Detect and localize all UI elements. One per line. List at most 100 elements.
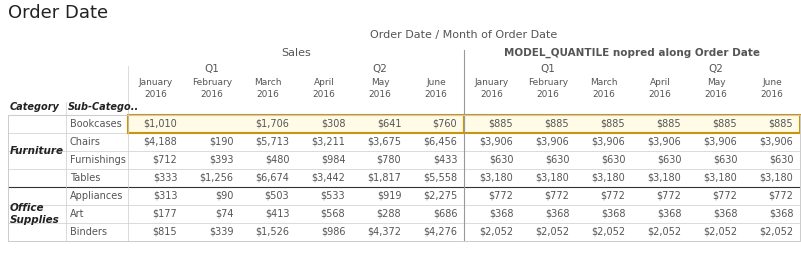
Text: Binders: Binders xyxy=(70,227,107,237)
Text: $686: $686 xyxy=(433,209,457,219)
Text: $5,713: $5,713 xyxy=(256,137,289,147)
Text: $772: $772 xyxy=(712,191,737,201)
Text: May: May xyxy=(371,78,389,87)
Text: $3,906: $3,906 xyxy=(591,137,626,147)
Text: $885: $885 xyxy=(601,119,626,129)
Text: $3,906: $3,906 xyxy=(480,137,513,147)
Text: $1,526: $1,526 xyxy=(256,227,289,237)
Text: Tables: Tables xyxy=(70,173,100,183)
Text: 2016: 2016 xyxy=(368,90,392,99)
Text: $630: $630 xyxy=(713,155,737,165)
Text: $6,456: $6,456 xyxy=(424,137,457,147)
Text: $368: $368 xyxy=(713,209,737,219)
Text: $4,372: $4,372 xyxy=(368,227,401,237)
Text: $5,558: $5,558 xyxy=(423,173,457,183)
Text: $308: $308 xyxy=(320,119,345,129)
Text: 2016: 2016 xyxy=(593,90,615,99)
Text: $2,052: $2,052 xyxy=(479,227,513,237)
Text: $772: $772 xyxy=(601,191,626,201)
Text: $772: $772 xyxy=(489,191,513,201)
Text: Office
Supplies: Office Supplies xyxy=(10,203,60,225)
Text: Q1: Q1 xyxy=(541,64,555,74)
Text: $2,275: $2,275 xyxy=(423,191,457,201)
Text: $313: $313 xyxy=(153,191,177,201)
Text: $3,906: $3,906 xyxy=(703,137,737,147)
Text: $2,052: $2,052 xyxy=(535,227,570,237)
Text: $2,052: $2,052 xyxy=(759,227,793,237)
Text: $568: $568 xyxy=(320,209,345,219)
Text: $3,675: $3,675 xyxy=(368,137,401,147)
Text: $3,180: $3,180 xyxy=(480,173,513,183)
Text: $3,906: $3,906 xyxy=(759,137,793,147)
Text: $630: $630 xyxy=(601,155,626,165)
Text: $885: $885 xyxy=(657,119,682,129)
Text: $772: $772 xyxy=(545,191,570,201)
Text: Furniture: Furniture xyxy=(10,146,64,156)
Bar xyxy=(464,115,800,133)
Text: February: February xyxy=(192,78,232,87)
Text: $885: $885 xyxy=(545,119,570,129)
Text: $4,276: $4,276 xyxy=(423,227,457,237)
Text: $986: $986 xyxy=(320,227,345,237)
Text: $712: $712 xyxy=(152,155,177,165)
Text: $333: $333 xyxy=(153,173,177,183)
Text: 2016: 2016 xyxy=(537,90,559,99)
Text: $339: $339 xyxy=(209,227,233,237)
Text: $2,052: $2,052 xyxy=(591,227,626,237)
Bar xyxy=(8,115,800,241)
Text: 2016: 2016 xyxy=(200,90,223,99)
Text: Q2: Q2 xyxy=(372,64,388,74)
Text: $772: $772 xyxy=(768,191,793,201)
Text: $760: $760 xyxy=(433,119,457,129)
Text: $368: $368 xyxy=(545,209,570,219)
Text: $630: $630 xyxy=(657,155,682,165)
Text: $3,906: $3,906 xyxy=(536,137,570,147)
Text: $984: $984 xyxy=(320,155,345,165)
Text: 2016: 2016 xyxy=(705,90,727,99)
Text: Category: Category xyxy=(10,102,60,112)
Text: Order Date / Month of Order Date: Order Date / Month of Order Date xyxy=(370,30,557,40)
Text: Q2: Q2 xyxy=(709,64,723,74)
Text: Sales: Sales xyxy=(281,48,311,58)
Text: $368: $368 xyxy=(657,209,682,219)
Text: January: January xyxy=(475,78,509,87)
Text: $885: $885 xyxy=(713,119,737,129)
Text: Chairs: Chairs xyxy=(70,137,101,147)
Text: $393: $393 xyxy=(209,155,233,165)
Bar xyxy=(128,115,464,133)
Text: $885: $885 xyxy=(489,119,513,129)
Text: $433: $433 xyxy=(433,155,457,165)
Text: $190: $190 xyxy=(209,137,233,147)
Text: June: June xyxy=(426,78,446,87)
Text: $2,052: $2,052 xyxy=(703,227,737,237)
Text: 2016: 2016 xyxy=(761,90,783,99)
Text: $3,180: $3,180 xyxy=(647,173,682,183)
Text: $772: $772 xyxy=(656,191,682,201)
Text: $1,256: $1,256 xyxy=(199,173,233,183)
Text: Q1: Q1 xyxy=(204,64,219,74)
Text: $503: $503 xyxy=(264,191,289,201)
Text: $413: $413 xyxy=(265,209,289,219)
Text: $368: $368 xyxy=(769,209,793,219)
Text: $919: $919 xyxy=(376,191,401,201)
Text: $3,906: $3,906 xyxy=(647,137,682,147)
Text: $90: $90 xyxy=(215,191,233,201)
Text: 2016: 2016 xyxy=(144,90,167,99)
Text: $815: $815 xyxy=(153,227,177,237)
Text: Order Date: Order Date xyxy=(8,4,108,22)
Text: $368: $368 xyxy=(489,209,513,219)
Text: $288: $288 xyxy=(376,209,401,219)
Text: $885: $885 xyxy=(769,119,793,129)
Text: February: February xyxy=(528,78,568,87)
Text: $1,817: $1,817 xyxy=(368,173,401,183)
Text: $3,180: $3,180 xyxy=(536,173,570,183)
Text: $780: $780 xyxy=(376,155,401,165)
Text: 2016: 2016 xyxy=(481,90,504,99)
Text: $3,180: $3,180 xyxy=(591,173,626,183)
Text: $6,674: $6,674 xyxy=(256,173,289,183)
Text: Sub-Catego..: Sub-Catego.. xyxy=(68,102,139,112)
Text: MODEL_QUANTILE nopred along Order Date: MODEL_QUANTILE nopred along Order Date xyxy=(504,48,760,58)
Text: June: June xyxy=(762,78,782,87)
Text: 2016: 2016 xyxy=(649,90,671,99)
Text: May: May xyxy=(706,78,726,87)
